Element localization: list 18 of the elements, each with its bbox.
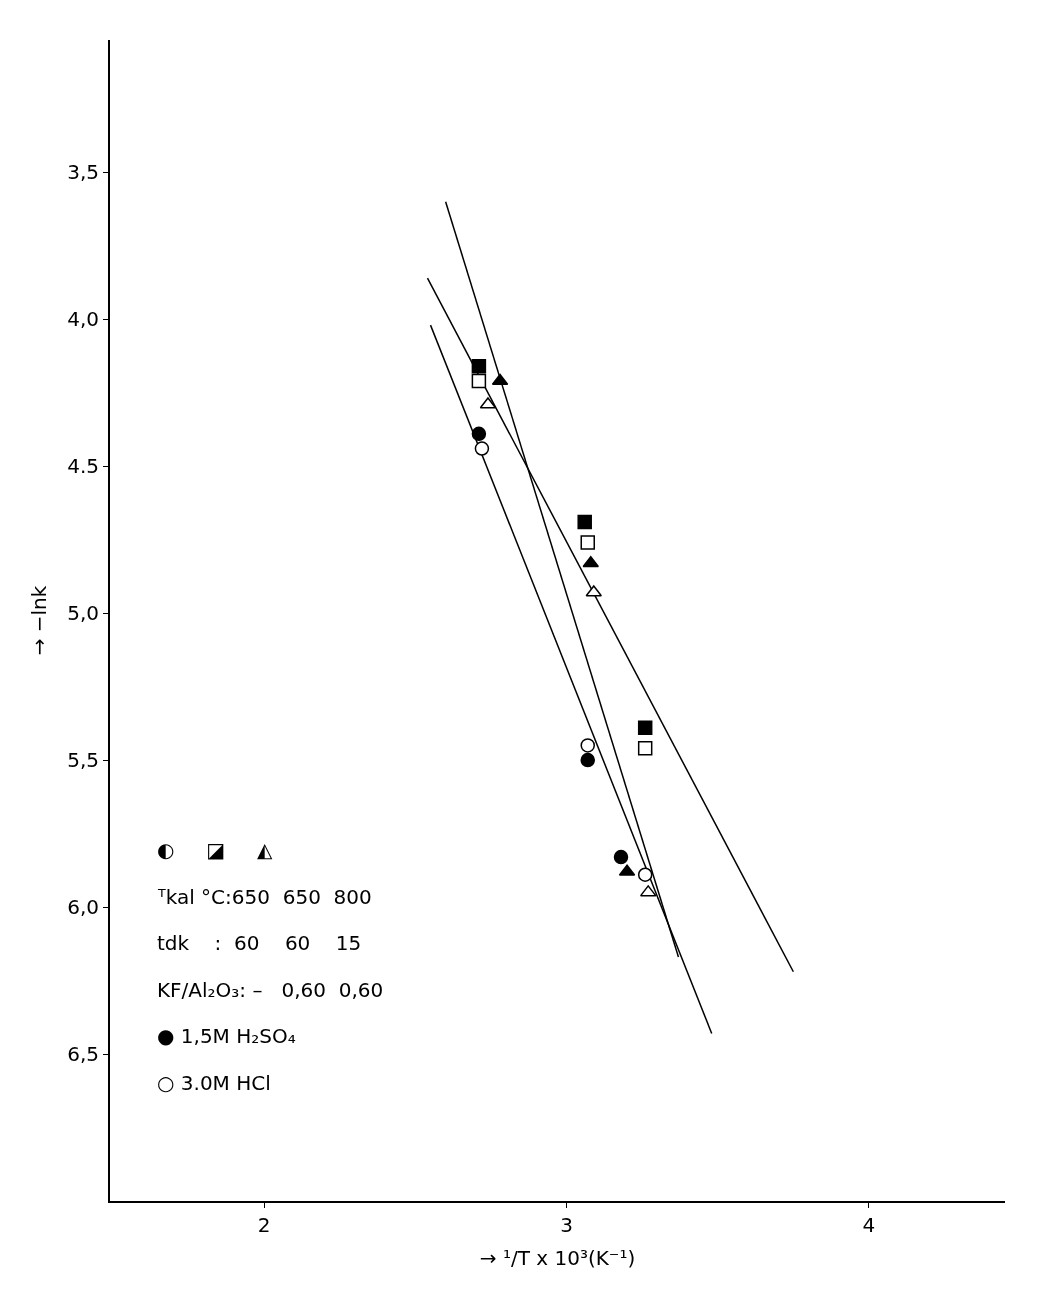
y-tick-label: 6,5 [67,1042,99,1067]
x-tick-label: 2 [257,1213,271,1237]
annotation: ● 1,5M H₂SO₄ [157,1024,296,1048]
annotation: ◐ ◪ ◭ [157,838,273,862]
y-tick-label: 5,0 [67,601,99,626]
y-tick-label: 4,0 [67,307,99,332]
annotation: ○ 3.0M HCl [157,1071,271,1095]
y-tick-label: 5,5 [67,748,99,773]
y-axis-title: → −lnk [27,585,52,656]
y-tick-label: 6,0 [67,895,99,920]
annotation: tdk : 60 60 15 [157,931,362,955]
x-tick-label: 4 [862,1213,876,1237]
x-axis-title: → ¹/T x 10³(K⁻¹) [479,1246,636,1270]
annotation: KF/Al₂O₃: – 0,60 0,60 [157,978,384,1002]
annotation: ᵀkal °C:650 650 800 [157,885,372,909]
y-tick-label: 3,5 [67,160,99,185]
x-tick-label: 3 [560,1213,573,1237]
y-tick-label: 4.5 [67,454,99,479]
